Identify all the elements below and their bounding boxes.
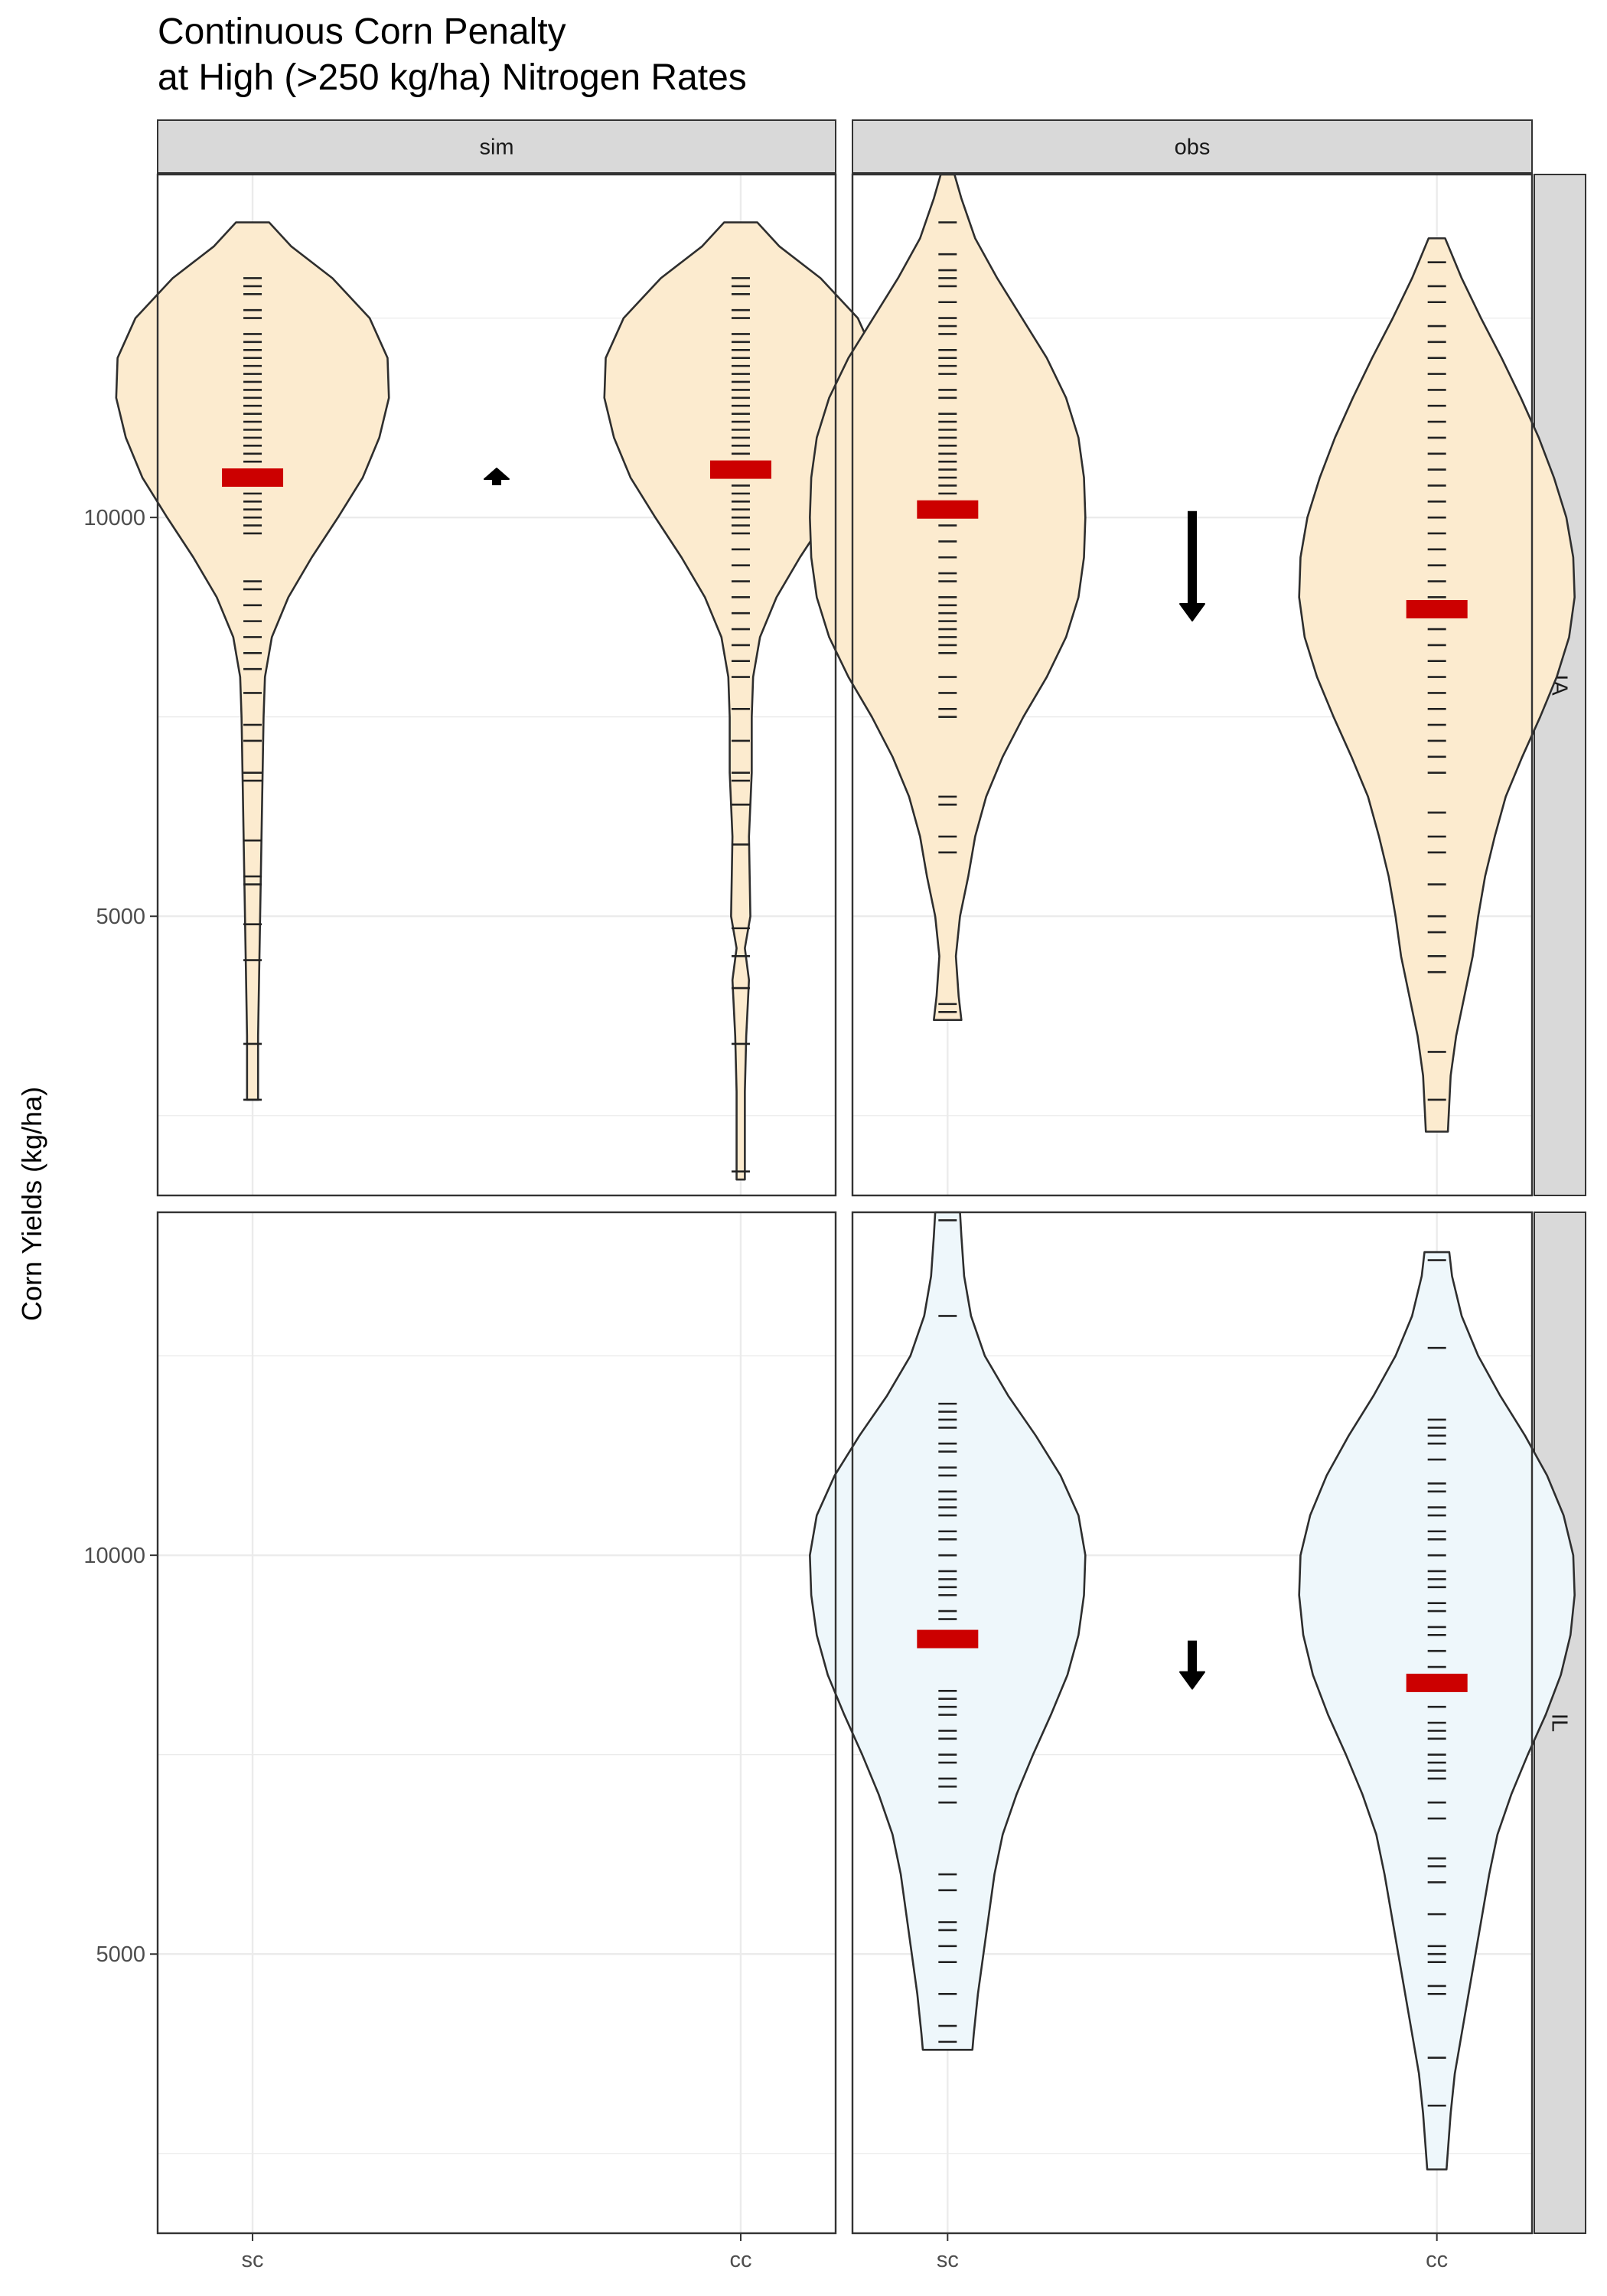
mean-bar-sc (222, 468, 284, 488)
strip-label-obs: obs (1175, 135, 1211, 160)
panel-border (851, 1211, 1534, 2235)
y-tick-label: 5000 (96, 1942, 145, 1967)
panel-grid (158, 1212, 836, 2233)
arrow-head (1179, 1671, 1205, 1690)
panel-bg (158, 1212, 836, 2233)
mean-bar-cc (709, 460, 771, 479)
chart-title-line-1: Continuous Corn Penalty (158, 11, 566, 52)
mean-bar-cc (1406, 599, 1468, 618)
x-tick-label-cc: cc (1426, 2248, 1448, 2272)
panel-border (156, 173, 837, 1197)
panel-border (156, 1211, 837, 2235)
x-tick-label-sc: sc (937, 2248, 959, 2272)
y-tick-label: 10000 (83, 1544, 145, 1568)
trend-arrow-down (1179, 1640, 1205, 1690)
strip-label-sim: sim (479, 135, 513, 160)
arrow-head (484, 468, 510, 481)
y-axis-title: Corn Yields (kg/ha) (16, 1087, 47, 1321)
violin-sim-IA-cc (603, 221, 878, 1181)
violin-obs-IA-cc (1298, 237, 1576, 1133)
arrow-head (1179, 603, 1205, 622)
y-tick-label: 5000 (96, 905, 145, 929)
trend-arrow-up (484, 468, 510, 486)
violin-sim-IA-sc (115, 221, 390, 1101)
strip-label-IL: IL (1547, 1714, 1572, 1732)
violin-obs-IL-cc (1298, 1251, 1576, 2170)
trend-arrow-down (1179, 510, 1205, 622)
x-tick-label-sc: sc (242, 2248, 264, 2272)
mean-bar-sc (917, 500, 979, 519)
panel-border (851, 173, 1534, 1197)
strip-sim (157, 119, 836, 174)
strip-obs (852, 119, 1533, 174)
x-tick-label-cc: cc (729, 2248, 751, 2272)
chart-title-line-2: at High (>250 kg/ha) Nitrogen Rates (158, 57, 747, 98)
mean-bar-cc (1406, 1673, 1468, 1692)
y-tick-label: 10000 (83, 506, 145, 530)
mean-bar-sc (917, 1629, 979, 1649)
